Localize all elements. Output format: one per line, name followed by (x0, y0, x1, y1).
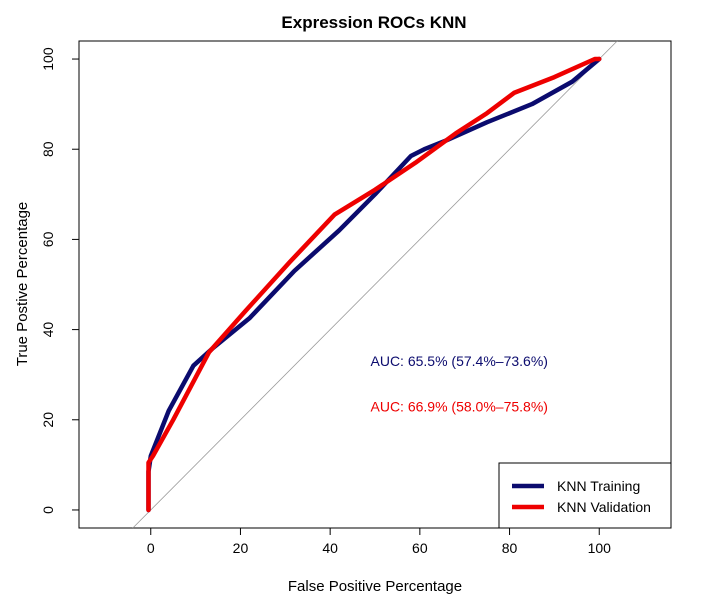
x-tick-label: 100 (588, 540, 612, 556)
x-axis: 0 20 40 60 80 100 (147, 527, 612, 556)
legend-box (498, 462, 672, 529)
y-tick-label: 60 (40, 231, 56, 247)
series-line-1 (146, 56, 602, 513)
x-tick-label: 60 (412, 540, 428, 556)
series-layer (146, 56, 602, 513)
y-axis-label: True Postive Percentage (14, 202, 31, 367)
x-tick-label: 80 (502, 540, 518, 556)
x-tick-label: 0 (147, 540, 155, 556)
x-tick-label: 20 (233, 540, 249, 556)
y-tick-label: 40 (40, 322, 56, 338)
x-axis-label: False Positive Percentage (288, 578, 462, 595)
auc-annotation-1: AUC: 65.5% (57.4%–73.6%) (371, 353, 548, 369)
y-tick-label: 100 (40, 47, 56, 71)
chart-title: Expression ROCs KNN (281, 13, 466, 32)
auc-annotations: AUC: 65.5% (57.4%–73.6%) AUC: 66.9% (58.0… (371, 353, 548, 414)
auc-annotation-2: AUC: 66.9% (58.0%–75.8%) (371, 398, 548, 414)
reference-diagonal (132, 40, 618, 529)
y-tick-label: 0 (40, 506, 56, 514)
y-tick-label: 80 (40, 141, 56, 157)
legend-label-2: KNN Validation (557, 499, 651, 515)
legend-label-1: KNN Training (557, 478, 640, 494)
x-tick-label: 40 (322, 540, 338, 556)
y-axis: 0 20 40 60 80 100 (40, 47, 80, 514)
series-line-2 (146, 56, 602, 513)
y-tick-label: 20 (40, 412, 56, 428)
legend: KNN Training KNN Validation (498, 462, 672, 529)
